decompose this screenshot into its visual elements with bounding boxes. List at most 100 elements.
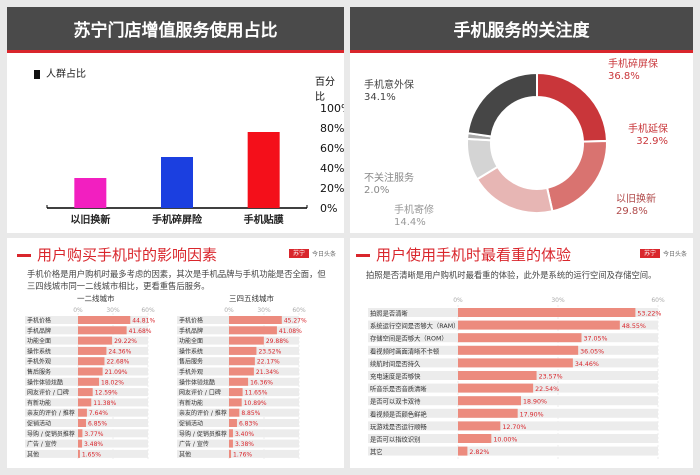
data-label: 7.64% — [89, 410, 108, 417]
category-label: 手机价格 — [27, 317, 51, 325]
donut-slice-6 — [466, 71, 538, 138]
slice-value: 14.4% — [394, 217, 426, 228]
slice-label-mail-repair: 手机寄修 14.4% — [394, 205, 434, 229]
usage-share-title: 苏宁门店增值服务使用占比 — [7, 7, 344, 50]
data-label: 11.65% — [245, 390, 268, 397]
bar-2 — [458, 320, 620, 330]
data-label: 29.88% — [266, 338, 289, 345]
data-label: 41.08% — [279, 328, 302, 335]
usage-share-panel: 苏宁门店增值服务使用占比 人群占比 百分比 0% 20% 40% 60% 80% 100%… — [7, 7, 344, 233]
bar-8 — [458, 396, 521, 406]
bar-2 — [78, 326, 127, 335]
experience-title: 用户使用手机时最看重的体验 — [356, 244, 571, 266]
bar-1 — [458, 308, 636, 317]
slice-label-extended-warranty: 手机延保 32.9% — [628, 124, 668, 148]
category-label: 促销活动 — [27, 420, 51, 428]
bar-track — [177, 439, 299, 448]
purchase-factors-title: 用户购买手机时的影响因素 — [17, 244, 217, 266]
brand-badge: 苏宁 — [640, 249, 660, 258]
slice-name: 手机延保 — [628, 124, 668, 135]
data-label: 22.54% — [535, 386, 559, 393]
category-label: 有新功能 — [27, 399, 51, 407]
service-attention-donut-chart — [466, 71, 608, 214]
slice-label-trade-in: 以旧换新 29.8% — [616, 194, 656, 218]
experience-chart: 0% 30% 60% 拍照是否清晰 53.22% 系统运行空间是否够大（RAM） 48.55… — [368, 297, 665, 460]
data-label: 23.57% — [539, 374, 563, 381]
data-label: 3.40% — [235, 431, 254, 438]
category-label: 网友评价 / 口碑 — [27, 389, 69, 397]
category-label: 亲友的评价 / 推荐 — [179, 409, 227, 417]
category-label: 存储空间是否够大（ROM） — [370, 334, 448, 343]
x-tick-label: 0% — [453, 297, 463, 304]
bar-13 — [78, 439, 83, 448]
brand-badge-text: 今日头条 — [312, 251, 337, 258]
bar-7 — [78, 377, 100, 386]
bar-5 — [78, 357, 105, 366]
bar-9 — [458, 408, 518, 418]
data-label: 36.05% — [580, 348, 604, 355]
category-label: 广告 / 宣传 — [27, 440, 57, 448]
data-label: 21.34% — [256, 369, 279, 376]
bar-14 — [229, 449, 232, 458]
legend-swatch — [34, 69, 40, 79]
category-label: 网友评价 / 口碑 — [179, 389, 221, 397]
x-category-label: 手机碎屏险 — [152, 213, 203, 226]
category-label: 售后服务 — [179, 358, 203, 366]
category-label: 是否可以指纹识别 — [370, 435, 420, 444]
data-label: 48.55% — [622, 323, 646, 330]
title-stripe — [350, 50, 693, 53]
bar-track — [25, 439, 148, 448]
bar-10 — [229, 408, 240, 417]
bar-14 — [78, 449, 80, 458]
slice-value: 32.9% — [636, 136, 668, 147]
donut-slice-3 — [475, 165, 554, 214]
purchase-factors-description: 手机价格是用户购机时最多考虑的因素，其次是手机品牌与手机功能是否全面，但三四线城… — [27, 269, 326, 291]
service-attention-title: 手机服务的关注度 — [350, 7, 693, 50]
y-tick-label: 80% — [320, 122, 344, 135]
donut-slice-1 — [536, 71, 608, 143]
bar-11 — [78, 419, 86, 427]
bar-2 — [229, 326, 277, 335]
x-tick-label: 60% — [141, 307, 155, 314]
data-label: 23.52% — [258, 348, 281, 355]
category-label: 有新功能 — [179, 399, 203, 407]
y-axis-title: 百分比 — [315, 77, 335, 103]
bar-2 — [161, 157, 193, 208]
data-label: 18.02% — [101, 379, 124, 386]
slice-name: 以旧换新 — [616, 194, 656, 205]
bar-track — [177, 429, 299, 438]
bar-1 — [74, 178, 107, 208]
data-label: 12.70% — [502, 424, 526, 431]
bar-6 — [78, 367, 103, 376]
category-label: 亲友的评价 / 推荐 — [27, 409, 75, 417]
data-label: 1.65% — [82, 451, 101, 458]
legend-label: 人群占比 — [46, 69, 86, 80]
category-label: 功能全面 — [179, 337, 203, 345]
data-label: 3.38% — [235, 441, 254, 448]
category-label: 其它 — [370, 447, 383, 456]
bar-7 — [458, 383, 534, 393]
bar-1 — [229, 316, 282, 324]
category-label: 拍照是否清晰 — [370, 309, 408, 318]
x-tick-label: 60% — [651, 297, 665, 304]
category-label: 导购 / 促销员推荐 — [27, 430, 75, 438]
data-label: 22.68% — [106, 359, 129, 366]
x-category-label: 手机贴膜 — [244, 213, 284, 226]
data-label: 11.38% — [93, 400, 116, 407]
slice-name: 手机寄修 — [394, 205, 434, 216]
service-attention-panel: 手机服务的关注度 手机碎屏保 36.8% 手机延保 32.9% 以旧换新 29.… — [350, 7, 693, 233]
data-label: 41.68% — [129, 328, 152, 335]
category-label: 其他 — [179, 450, 191, 458]
slice-name: 手机碎屏保 — [608, 59, 658, 70]
bar-track — [25, 449, 148, 458]
brand-badge: 苏宁 — [289, 249, 309, 258]
bar-track — [368, 421, 658, 431]
slice-name: 手机意外保 — [364, 80, 414, 91]
category-label: 导购 / 促销员推荐 — [179, 430, 227, 438]
x-tick-label: 0% — [224, 307, 234, 314]
bar-track — [25, 419, 148, 427]
slice-label-no-service: 不关注服务 2.0% — [364, 173, 414, 197]
bar-track — [368, 446, 658, 456]
brand-badge-text: 今日头条 — [663, 251, 688, 258]
y-tick-label: 0% — [320, 202, 337, 215]
